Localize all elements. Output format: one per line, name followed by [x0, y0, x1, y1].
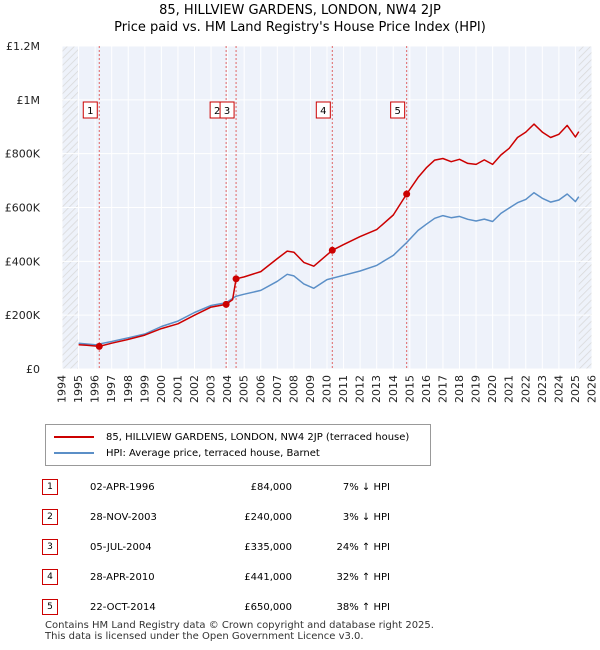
x-tick-label: 2014 [387, 375, 400, 403]
x-tick-label: 2025 [569, 375, 582, 403]
sale-hpi-diff: 32% ↑ HPI [336, 571, 390, 583]
sale-hpi-diff: 24% ↑ HPI [336, 541, 390, 553]
y-tick-label: £800K [5, 148, 41, 161]
property-series-line [78, 123, 580, 348]
sale-marker-label-1: 1 [87, 106, 93, 117]
y-tick-label: £400K [5, 255, 41, 268]
x-tick-label: 2015 [403, 375, 416, 403]
line-chart: £0 £200K £400K £600K £800K £1M £1.2M 1994 1995 19… [5, 40, 599, 403]
chart-subtitle: Price paid vs. HM Land Registry's House … [114, 20, 486, 35]
x-tick-label: 2001 [171, 375, 184, 403]
chart-title: 85, HILLVIEW GARDENS, LONDON, NW4 2JP [159, 3, 441, 18]
x-tick-label: 2016 [420, 375, 433, 403]
x-tick-label: 2012 [354, 375, 367, 403]
sale-marker-label-2: 2 [214, 106, 220, 117]
x-tick-label: 2018 [453, 375, 466, 403]
x-tick-label: 2011 [337, 375, 350, 403]
x-tick-label: 2006 [254, 375, 267, 403]
sale-number: 3 [42, 539, 58, 555]
x-tick-label: 1996 [89, 375, 102, 403]
table-row: 1 02-APR-1996 £84,000 7% ↓ HPI [42, 472, 390, 502]
x-tick-label: 2024 [552, 375, 565, 403]
table-row: 5 22-OCT-2014 £650,000 38% ↑ HPI [42, 592, 390, 622]
sale-date: 02-APR-1996 [90, 481, 155, 493]
x-tick-label: 1994 [56, 375, 69, 403]
x-tick-label: 1997 [105, 375, 118, 403]
legend-label-property: 85, HILLVIEW GARDENS, LONDON, NW4 2JP (t… [106, 431, 410, 443]
y-tick-label: £1M [17, 94, 41, 107]
x-tick-label: 2026 [586, 375, 599, 403]
sale-point-4 [328, 246, 336, 254]
sale-marker-label-3: 3 [224, 106, 230, 117]
x-tick-label: 1998 [122, 375, 135, 403]
sale-date: 05-JUL-2004 [90, 541, 152, 553]
y-tick-label: £600K [5, 202, 41, 215]
sale-date: 28-APR-2010 [90, 571, 155, 583]
sale-point-1 [95, 342, 103, 350]
sale-price: £441,000 [244, 571, 292, 583]
sale-marker-label-5: 5 [394, 106, 400, 117]
x-tick-label: 2023 [536, 375, 549, 403]
x-tick-label: 2005 [238, 375, 251, 403]
x-tick-label: 2013 [370, 375, 383, 403]
sale-price: £335,000 [244, 541, 292, 553]
footer: Contains HM Land Registry data © Crown c… [45, 620, 434, 642]
sale-point-5 [403, 190, 411, 198]
x-tick-label: 2017 [436, 375, 449, 403]
x-tick-label: 2019 [470, 375, 483, 403]
legend-swatch-hpi [54, 452, 94, 454]
legend-entry-hpi: HPI: Average price, terraced house, Barn… [54, 446, 320, 460]
x-tick-label: 2003 [205, 375, 218, 403]
sale-hpi-diff: 3% ↓ HPI [342, 511, 390, 523]
sale-date: 28-NOV-2003 [90, 511, 157, 523]
y-tick-label: £0 [26, 363, 40, 376]
x-tick-label: 2007 [271, 375, 284, 403]
sale-number: 1 [42, 479, 58, 495]
sale-marker-box-5 [390, 101, 406, 119]
chart-legend: 85, HILLVIEW GARDENS, LONDON, NW4 2JP (t… [45, 424, 431, 466]
sale-number: 4 [42, 569, 58, 585]
table-row: 2 28-NOV-2003 £240,000 3% ↓ HPI [42, 502, 390, 532]
table-row: 3 05-JUL-2004 £335,000 24% ↑ HPI [42, 532, 390, 562]
x-tick-label: 2004 [221, 375, 234, 403]
sale-marker-label-4: 4 [320, 106, 326, 117]
sale-price: £650,000 [244, 601, 292, 613]
sale-number: 2 [42, 509, 58, 525]
sale-marker-box-3 [219, 101, 235, 119]
legend-entry-property: 85, HILLVIEW GARDENS, LONDON, NW4 2JP (t… [54, 430, 409, 444]
footer-copyright: Contains HM Land Registry data © Crown c… [45, 620, 434, 631]
sale-marker-box-1 [82, 101, 98, 119]
footer-licence: This data is licensed under the Open Gov… [45, 631, 364, 642]
x-tick-label: 2022 [519, 375, 532, 403]
x-tick-label: 2009 [304, 375, 317, 403]
x-tick-label: 2021 [503, 375, 516, 403]
x-tick-label: 2020 [486, 375, 499, 403]
legend-swatch-property [54, 436, 94, 438]
x-tick-label: 1999 [138, 375, 151, 403]
sales-table: 1 02-APR-1996 £84,000 7% ↓ HPI 2 28-NOV-2003 £… [42, 472, 390, 622]
sale-point-2 [222, 300, 230, 308]
x-tick-label: 2008 [287, 375, 300, 403]
sale-number: 5 [42, 599, 58, 615]
table-row: 4 28-APR-2010 £441,000 32% ↑ HPI [42, 562, 390, 592]
x-tick-label: 2010 [321, 375, 334, 403]
sale-price: £240,000 [244, 511, 292, 523]
legend-label-hpi: HPI: Average price, terraced house, Barn… [106, 447, 320, 459]
x-tick-label: 2000 [155, 375, 168, 403]
sale-point-3 [232, 275, 240, 283]
y-tick-label: £200K [5, 309, 41, 322]
sale-date: 22-OCT-2014 [90, 601, 156, 613]
hpi-series-line [78, 191, 580, 346]
sale-hpi-diff: 7% ↓ HPI [342, 481, 390, 493]
y-tick-label: £1.2M [6, 40, 40, 53]
sale-price: £84,000 [250, 481, 292, 493]
x-tick-label: 2002 [188, 375, 201, 403]
x-tick-label: 1995 [72, 375, 85, 403]
sale-marker-box-4 [315, 101, 331, 119]
sale-hpi-diff: 38% ↑ HPI [336, 601, 390, 613]
